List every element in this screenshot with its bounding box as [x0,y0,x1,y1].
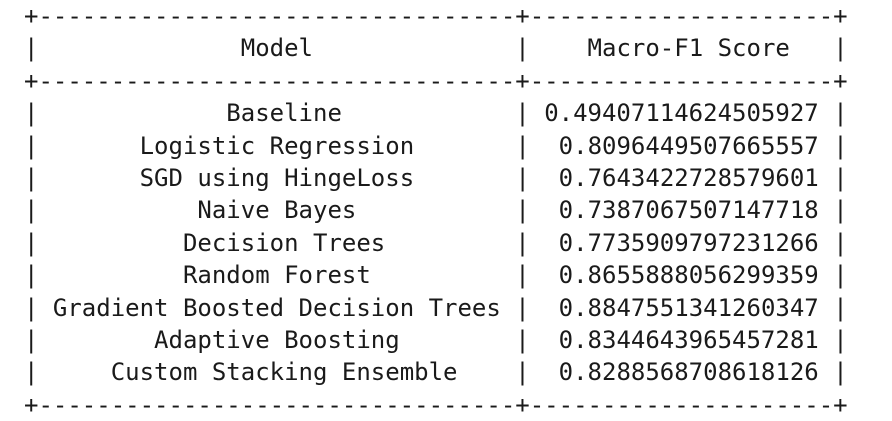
column-separator: | [833,228,848,257]
column-separator: | [24,34,39,63]
model-name-cell: Gradient Boosted Decision Trees [52,293,501,322]
table-row: | Baseline | 0.49407114624505927 | [24,97,848,129]
column-separator: | [833,293,848,322]
column-separator: | [515,99,530,128]
table-row: | Naive Bayes | 0.7387067507147718 | [24,194,848,226]
table-row: | Adaptive Boosting | 0.8344643965457281… [24,324,848,356]
column-separator: | [833,34,848,63]
column-separator: | [515,228,530,257]
table-row: | Gradient Boosted Decision Trees | 0.88… [24,292,848,324]
column-separator: | [833,358,848,387]
table-header-border: +---------------------------------+-----… [24,66,848,95]
column-separator: | [24,293,39,322]
table-row: | Decision Trees | 0.7735909797231266 | [24,227,848,259]
model-name-cell: Baseline [226,99,342,128]
column-separator: | [515,293,530,322]
macro-f1-score-cell: 0.7643422728579601 [558,163,819,192]
column-separator: | [24,358,39,387]
column-separator: | [515,325,530,354]
column-separator: | [515,196,530,225]
column-separator: | [833,131,848,160]
column-separator: | [515,163,530,192]
macro-f1-score-cell: 0.8288568708618126 [558,358,819,387]
model-name-cell: Random Forest [182,261,371,290]
model-name-cell: Naive Bayes [197,196,357,225]
column-separator: | [24,228,39,257]
table-header-row: | Model | Macro-F1 Score | [24,32,848,64]
column-separator: | [515,131,530,160]
macro-f1-score-cell: 0.7735909797231266 [558,228,819,257]
column-separator: | [24,163,39,192]
table-row: | Random Forest | 0.8655888056299359 | [24,259,848,291]
column-separator: | [833,163,848,192]
column-separator: | [833,99,848,128]
column-separator: | [24,131,39,160]
macro-f1-score-cell: 0.8344643965457281 [558,325,819,354]
macro-f1-score-cell: 0.49407114624505927 [544,99,819,128]
model-name-cell: SGD using HingeLoss [139,163,415,192]
column-separator: | [515,358,530,387]
column-separator: | [515,34,530,63]
column-separator: | [24,196,39,225]
macro-f1-score-cell: 0.7387067507147718 [558,196,819,225]
table-row: | SGD using HingeLoss | 0.76434227285796… [24,162,848,194]
header-model: Model [240,34,313,63]
model-name-cell: Adaptive Boosting [154,325,400,354]
column-separator: | [515,261,530,290]
model-name-cell: Decision Trees [182,228,386,257]
model-name-cell: Custom Stacking Ensemble [110,358,458,387]
column-separator: | [833,261,848,290]
column-separator: | [24,261,39,290]
column-separator: | [24,99,39,128]
table-bottom-border: +---------------------------------+-----… [24,390,848,419]
macro-f1-score-cell: 0.8655888056299359 [558,261,819,290]
table-row: | Custom Stacking Ensemble | 0.828856870… [24,356,848,388]
macro-f1-score-cell: 0.8847551341260347 [558,293,819,322]
column-separator: | [833,325,848,354]
model-name-cell: Logistic Regression [139,131,415,160]
macro-f1-score-cell: 0.8096449507665557 [558,131,819,160]
column-separator: | [24,325,39,354]
column-separator: | [833,196,848,225]
table-top-border: +---------------------------------+-----… [24,2,848,30]
header-macro-f1-score: Macro-F1 Score [587,34,790,63]
model-scores-table: +---------------------------------+-----… [24,0,848,421]
table-row: | Logistic Regression | 0.80964495076655… [24,130,848,162]
